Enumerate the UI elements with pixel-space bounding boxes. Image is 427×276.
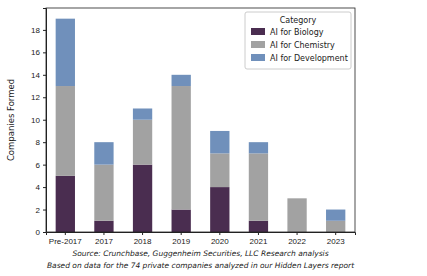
- x-tick: 2021: [250, 232, 268, 246]
- x-tick-mark: [65, 232, 66, 235]
- plot-frame: [46, 8, 355, 232]
- bar-segment: [326, 210, 345, 221]
- bar-segment: [287, 198, 306, 232]
- y-tick-mark: [43, 120, 46, 121]
- legend-label: AI for Biology: [270, 28, 324, 37]
- bar-segment: [210, 187, 229, 232]
- legend-box: [245, 12, 351, 69]
- source-note: Source: Crunchbase, Guggenheim Securitie…: [72, 249, 328, 258]
- legend-title: Category: [280, 16, 317, 25]
- y-tick-label: 0: [36, 228, 41, 237]
- y-tick-label: 2: [36, 206, 41, 215]
- bar-segment: [56, 19, 75, 86]
- y-tick: 16: [31, 48, 46, 57]
- x-tick-mark: [297, 232, 298, 235]
- x-tick-mark: [335, 232, 336, 235]
- x-tick-label: 2020: [211, 237, 229, 246]
- y-tick-mark: [43, 210, 46, 211]
- legend-swatch: [251, 41, 265, 48]
- y-axis-line: [43, 9, 47, 233]
- y-tick: 12: [31, 93, 46, 102]
- x-tick-mark: [219, 232, 220, 235]
- legend-label: AI for Chemistry: [270, 41, 335, 50]
- y-tick-mark: [43, 75, 46, 76]
- bar-segment: [133, 165, 152, 232]
- x-tick-label: 2018: [134, 237, 152, 246]
- y-tick-label: 8: [36, 138, 41, 147]
- x-tick-label: 2017: [95, 237, 113, 246]
- y-tick-mark: [43, 187, 46, 188]
- y-tick: 10: [31, 116, 46, 125]
- legend-label: AI for Development: [270, 54, 348, 63]
- source-note: Based on data for the 74 private compani…: [47, 261, 355, 270]
- series-bars: [56, 165, 268, 232]
- y-tick: 18: [31, 26, 46, 35]
- x-tick: 2017: [95, 232, 113, 246]
- y-tick-mark: [43, 142, 46, 143]
- series-bars: [56, 19, 346, 221]
- y-tick-mark: [43, 30, 46, 31]
- bar-segment: [172, 86, 191, 210]
- x-tick: 2018: [134, 232, 152, 246]
- bar-segment: [56, 176, 75, 232]
- bar-segment: [133, 108, 152, 119]
- y-tick-label: 4: [36, 183, 41, 192]
- x-tick: Pre-2017: [49, 232, 82, 246]
- bar-segment: [249, 142, 268, 153]
- y-tick-mark: [43, 52, 46, 53]
- bar-segment: [172, 75, 191, 86]
- y-tick: 14: [31, 71, 46, 80]
- x-tick-label: 2021: [250, 237, 268, 246]
- y-tick: 0: [36, 228, 46, 237]
- y-tick-mark: [43, 97, 46, 98]
- y-tick-label: 10: [31, 116, 40, 125]
- bar-segment: [249, 221, 268, 232]
- y-tick: 4: [36, 183, 46, 192]
- bar-segment: [94, 221, 113, 232]
- y-tick-label: 14: [31, 71, 40, 80]
- legend-swatch: [251, 28, 265, 35]
- y-axis: 0 2 4 6 8 10 12 14 16 18: [31, 9, 46, 238]
- legend: Category AI for Biology AI for Chemistry AI…: [245, 12, 351, 69]
- y-tick: 2: [36, 206, 46, 215]
- y-tick-label: 18: [31, 26, 40, 35]
- x-tick: 2019: [172, 232, 190, 246]
- x-tick-label: 2019: [172, 237, 190, 246]
- x-tick-label: Pre-2017: [49, 237, 82, 246]
- x-tick-mark: [181, 232, 182, 235]
- bar-segment: [133, 120, 152, 165]
- y-axis-title: Companies Formed: [6, 79, 16, 161]
- x-axis-line: [47, 233, 356, 236]
- bar-segment: [210, 131, 229, 153]
- y-tick-label: 6: [36, 161, 41, 170]
- x-tick: 2023: [327, 232, 345, 246]
- x-tick-label: 2023: [327, 237, 345, 246]
- x-tick-label: 2022: [288, 237, 306, 246]
- bar-segment: [326, 221, 345, 232]
- bar-segment: [94, 142, 113, 164]
- y-tick-label: 12: [31, 93, 40, 102]
- x-tick-mark: [258, 232, 259, 235]
- series-bars: [56, 86, 346, 232]
- chart: 0 2 4 6 8 10 12 14 16 18 Pre-2017 2017 2018 2019 2020 2…: [0, 0, 427, 276]
- bar-segment: [172, 210, 191, 232]
- bar-segment: [56, 86, 75, 176]
- y-tick: 6: [36, 161, 46, 170]
- legend-swatch: [251, 54, 265, 61]
- x-tick: 2020: [211, 232, 229, 246]
- y-tick-label: 16: [31, 48, 40, 57]
- bar-segment: [94, 165, 113, 221]
- y-tick-mark: [43, 165, 46, 166]
- x-tick-mark: [103, 232, 104, 235]
- x-tick-mark: [142, 232, 143, 235]
- x-tick: 2022: [288, 232, 306, 246]
- bar-segment: [249, 153, 268, 220]
- bar-segment: [287, 198, 306, 199]
- x-axis: Pre-2017 2017 2018 2019 2020 2021 2022 2023: [47, 232, 356, 246]
- y-tick-mark: [43, 232, 46, 233]
- y-tick: 8: [36, 138, 46, 147]
- plot-area: 0 2 4 6 8 10 12 14 16 18 Pre-2017 2017 2018 2019 2020 2…: [31, 8, 355, 246]
- bar-segment: [210, 153, 229, 187]
